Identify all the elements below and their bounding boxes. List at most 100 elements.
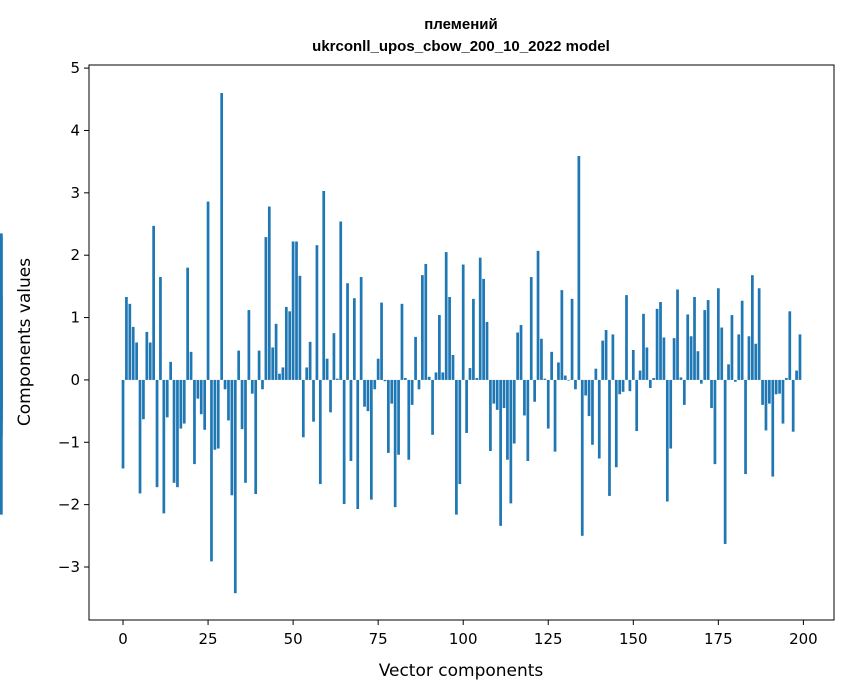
bar [346,283,349,380]
bar [335,378,339,380]
x-tick-label: 175 [704,630,733,648]
bar [570,298,574,380]
bar [410,379,414,405]
bar [444,252,448,380]
bar [318,379,322,485]
bar [696,351,700,380]
bar [516,332,519,380]
y-tick-label: −3 [58,558,80,576]
bar [781,379,785,424]
bar [189,351,193,380]
bar [128,303,132,380]
bar [342,379,346,505]
bar [737,334,741,380]
bar [451,354,455,380]
x-axis-label: Vector components [379,661,544,681]
bar [468,368,472,380]
bar [682,379,686,405]
bar [159,277,162,380]
bar [0,379,3,413]
bar [237,350,241,380]
bar [648,379,652,389]
bar [733,379,737,382]
bar [550,351,554,380]
bar [584,379,588,396]
bar [169,361,172,380]
bar [301,379,305,438]
bar [322,190,326,380]
bar [645,347,649,380]
bar [771,379,775,477]
bar [659,301,662,380]
y-tick-label: 2 [70,246,80,264]
bar [785,378,788,380]
bar [625,295,628,380]
bar [359,277,363,380]
bar [186,267,190,380]
y-tick-label: 3 [70,184,80,202]
bar [472,298,475,380]
bar [699,379,703,384]
bar [284,306,288,380]
bar [465,379,468,433]
bar [710,379,713,408]
bar [730,315,734,380]
bar [655,308,659,380]
bar [145,331,149,380]
bar [455,379,458,515]
bar [652,378,656,380]
bar [203,379,207,430]
bar [369,379,373,500]
bar [366,379,370,412]
bar [125,296,128,380]
bar [478,257,482,380]
bar [291,241,295,380]
bar [764,379,768,431]
y-tick-label: −2 [58,496,80,514]
bar [206,201,210,380]
bar [614,379,618,468]
bar [546,379,550,429]
bar [400,303,404,380]
bar [601,340,605,380]
bar [329,379,332,413]
bar [618,379,622,395]
bar [281,367,285,380]
bar [621,379,625,392]
bar [0,379,3,515]
bar [233,379,237,594]
bar [373,379,377,390]
x-axis-ticks: 0 25 50 75 100 125 150 175 200 [118,620,818,648]
y-tick-label: −1 [58,433,80,451]
y-axis-ticks: −3 −2 −1 0 1 2 3 4 5 [58,59,89,576]
bar [417,379,421,390]
y-axis-label: Components values [15,258,35,426]
bar [523,379,526,416]
bar [380,302,383,380]
bar [591,379,594,445]
bar [431,379,434,435]
y-tick-label: 4 [70,121,80,139]
bar [274,323,278,380]
x-tick-label: 0 [118,630,128,648]
bar [543,378,547,380]
x-tick-label: 75 [369,630,388,648]
chart-title: племений [424,16,497,33]
x-tick-label: 200 [789,630,818,648]
bar [662,337,666,380]
bar [397,379,400,455]
bar [179,379,183,429]
bar [315,245,319,380]
bar [529,277,533,380]
bar [196,379,200,399]
bar [404,378,407,380]
bar [580,379,584,536]
bar [220,93,224,380]
bar [199,379,203,415]
bar [421,275,424,380]
bar [261,379,264,390]
bar [254,379,258,495]
bar [230,379,234,496]
bar [557,362,560,380]
